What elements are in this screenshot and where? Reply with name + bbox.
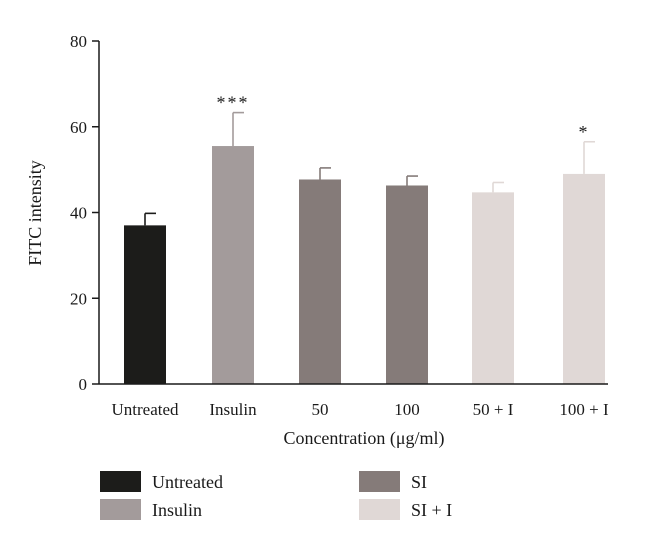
x-tick-label: Untreated xyxy=(111,400,179,419)
legend-label-3: SI + I xyxy=(411,500,452,520)
x-tick-label: 100 + I xyxy=(559,400,609,419)
legend-swatch-1 xyxy=(100,499,141,520)
y-tick-label: 0 xyxy=(79,375,88,394)
legend-label-2: SI xyxy=(411,472,427,492)
x-tick-label: Insulin xyxy=(209,400,257,419)
significance-mark-1: *** xyxy=(217,93,250,113)
y-tick-label: 20 xyxy=(70,289,87,308)
plot-area: **** xyxy=(124,93,605,384)
x-axis-title: Concentration (μg/ml) xyxy=(283,428,444,449)
y-tick-label: 80 xyxy=(70,32,87,51)
legend-swatch-3 xyxy=(359,499,400,520)
x-tick-label: 100 xyxy=(394,400,420,419)
legend-swatch-2 xyxy=(359,471,400,492)
bar-5 xyxy=(563,173,605,384)
bar-2 xyxy=(299,179,341,384)
bar-1 xyxy=(212,146,254,384)
y-axis-title: FITC intensity xyxy=(25,160,45,266)
legend: Untreated Insulin SI SI + I xyxy=(100,471,452,520)
x-axis-ticks: Untreated Insulin 50 100 50 + I 100 + I xyxy=(111,400,608,419)
bar-4 xyxy=(472,192,514,384)
x-tick-label: 50 xyxy=(312,400,329,419)
y-tick-label: 40 xyxy=(70,204,87,223)
y-tick-label: 60 xyxy=(70,118,87,137)
bar-0 xyxy=(124,225,166,384)
bar-3 xyxy=(386,185,428,384)
y-axis-ticks: 0 20 40 60 80 xyxy=(70,32,99,394)
legend-label-1: Insulin xyxy=(152,500,202,520)
x-tick-label: 50 + I xyxy=(473,400,514,419)
legend-swatch-0 xyxy=(100,471,141,492)
significance-mark-5: * xyxy=(579,122,590,142)
legend-label-0: Untreated xyxy=(152,472,223,492)
